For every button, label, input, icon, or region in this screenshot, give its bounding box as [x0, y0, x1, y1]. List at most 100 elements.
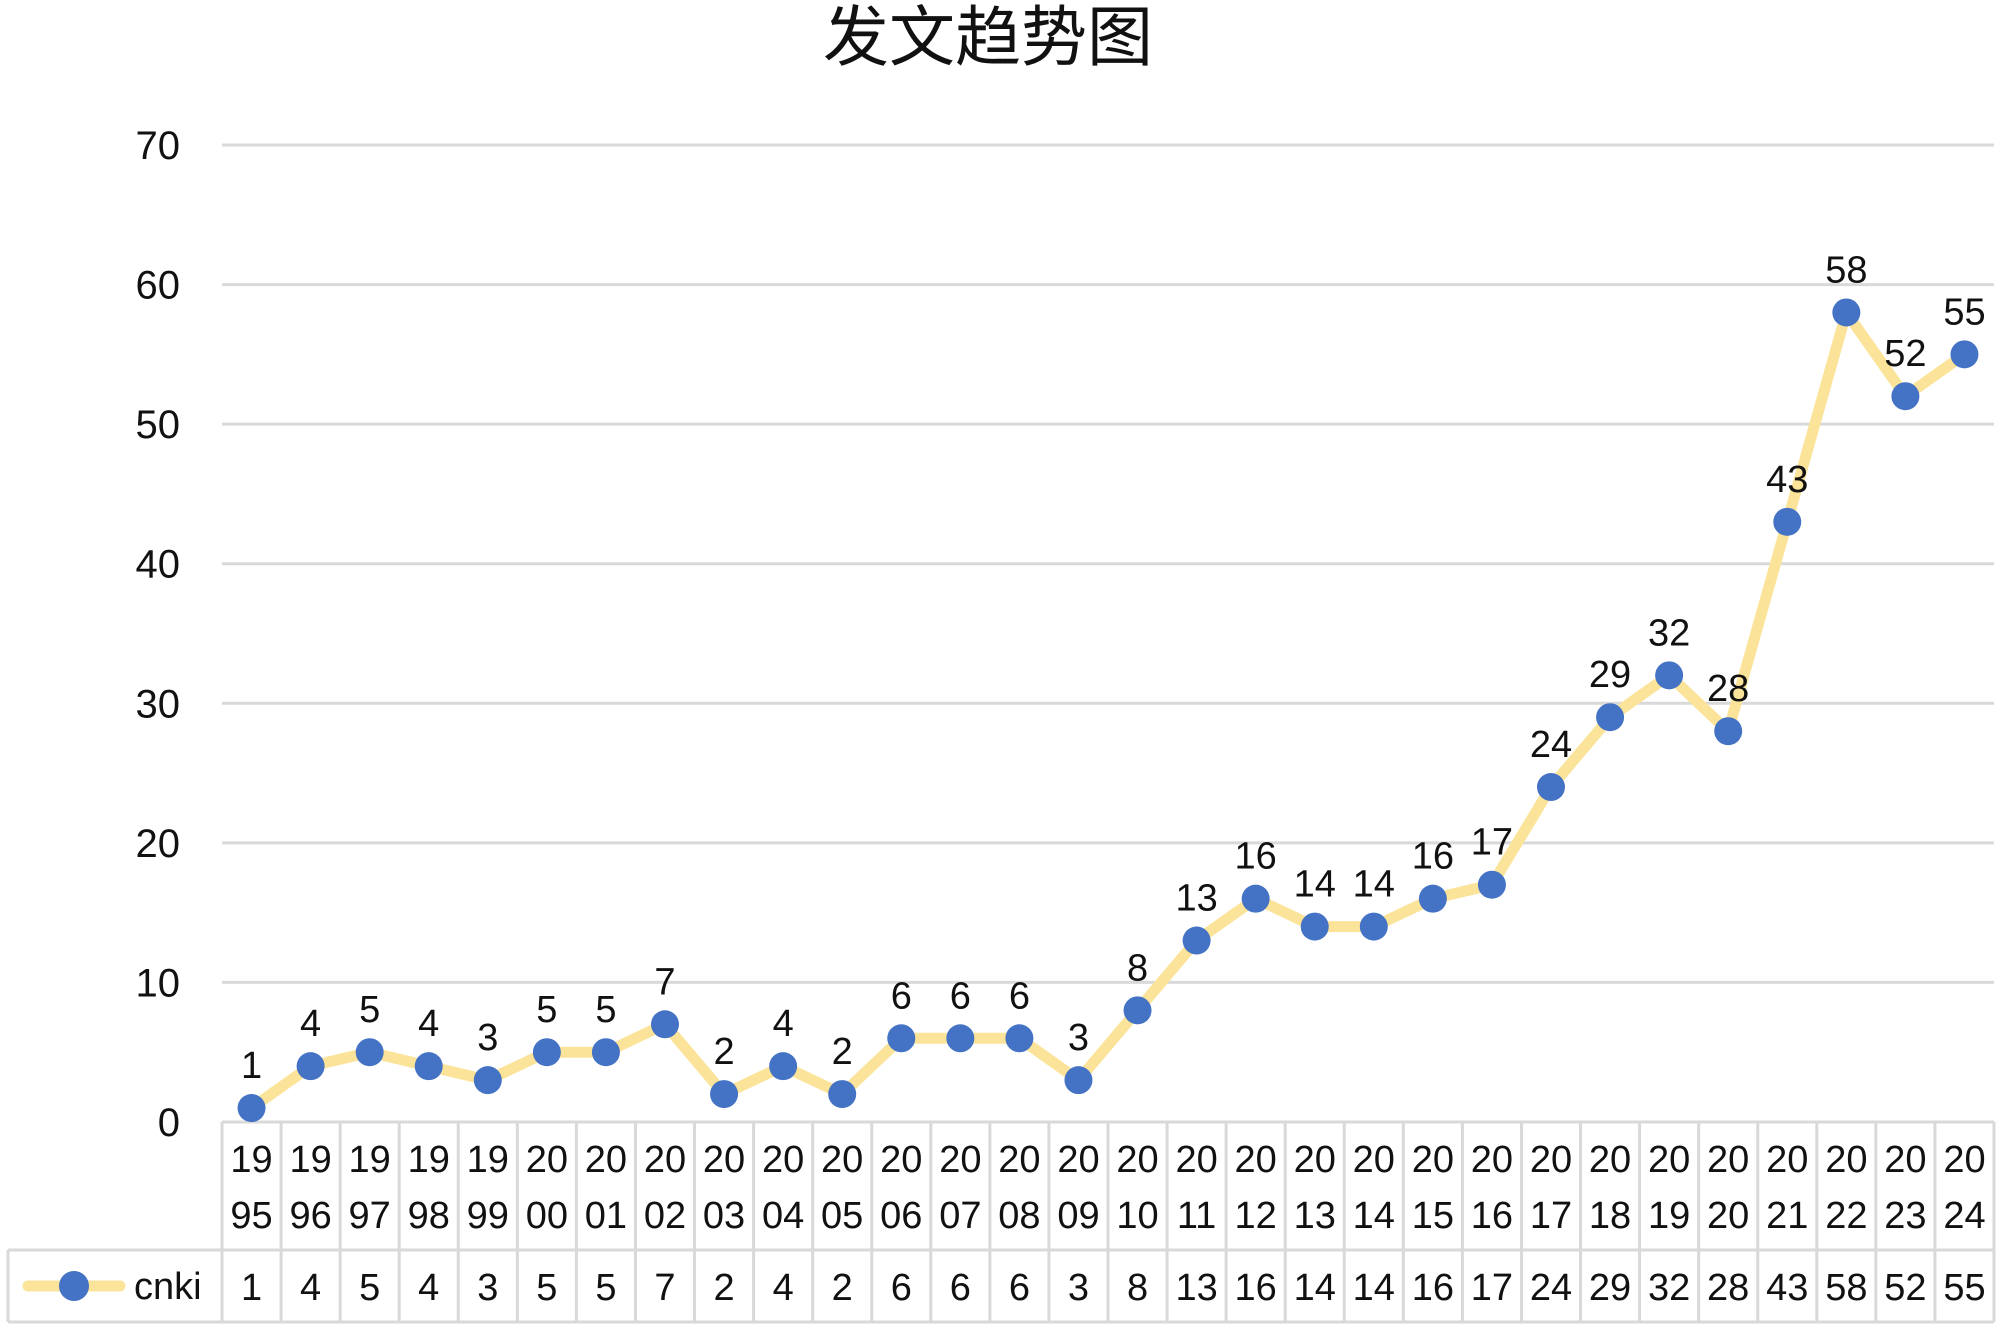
data-label: 6 [950, 975, 971, 1017]
x-tick-label: 20 19 [1648, 1139, 1690, 1237]
data-point [769, 1052, 798, 1081]
x-tick-label: 19 98 [408, 1139, 450, 1237]
data-point [1123, 996, 1152, 1025]
table-cell-value: 14 [1294, 1267, 1336, 1309]
table-cell-value: 1 [241, 1267, 262, 1309]
data-label: 5 [536, 989, 557, 1031]
data-point [710, 1080, 739, 1109]
data-label: 14 [1294, 864, 1336, 906]
table-cell-value: 4 [773, 1267, 794, 1309]
table-cell-value: 29 [1589, 1267, 1631, 1309]
x-tick-label: 20 01 [585, 1139, 627, 1237]
data-point [1773, 507, 1802, 536]
data-point [651, 1010, 679, 1039]
table-cell-value: 3 [477, 1267, 498, 1309]
x-tick-label: 20 08 [998, 1139, 1040, 1237]
table-cell-value: 32 [1648, 1267, 1690, 1309]
data-label: 3 [1068, 1017, 1089, 1059]
x-tick-label: 20 24 [1943, 1139, 1985, 1237]
table-cell-value: 6 [1009, 1267, 1030, 1309]
table-cell-value: 43 [1766, 1267, 1808, 1309]
x-tick-label: 20 13 [1294, 1139, 1336, 1237]
data-point [828, 1080, 857, 1109]
x-tick-label: 20 17 [1530, 1139, 1572, 1237]
table-cell-value: 6 [891, 1267, 912, 1309]
table-cell-value: 4 [300, 1267, 321, 1309]
data-point [532, 1038, 561, 1067]
table-cell-value: 58 [1825, 1267, 1867, 1309]
data-label: 28 [1707, 668, 1749, 710]
data-label: 5 [359, 989, 380, 1031]
data-point [1359, 912, 1388, 941]
data-point [355, 1038, 384, 1067]
data-point [1891, 382, 1920, 411]
legend-marker-swatch [59, 1271, 89, 1301]
data-label: 4 [300, 1003, 321, 1045]
x-tick-label: 20 14 [1353, 1139, 1395, 1237]
y-tick-label: 10 [136, 961, 181, 1005]
data-point [1005, 1024, 1034, 1053]
table-cell-value: 8 [1127, 1267, 1148, 1309]
data-label: 3 [477, 1017, 498, 1059]
y-tick-label: 20 [136, 822, 181, 866]
series-line-layer [246, 306, 1970, 1114]
x-tick-label: 20 05 [821, 1139, 863, 1237]
x-tick-label: 20 09 [1057, 1139, 1099, 1237]
gridlines [222, 143, 1994, 984]
data-label: 6 [1009, 975, 1030, 1017]
x-tick-label: 20 04 [762, 1139, 804, 1237]
data-point [887, 1024, 916, 1053]
series-line-cnki [246, 306, 1970, 1114]
data-label: 58 [1825, 249, 1867, 291]
data-point [1300, 912, 1329, 941]
data-label: 1 [241, 1045, 262, 1087]
x-tick-label: 19 97 [349, 1139, 391, 1237]
table-cell-value: 4 [418, 1267, 439, 1309]
y-tick-label: 40 [136, 543, 181, 587]
x-tick-label: 20 03 [703, 1139, 745, 1237]
data-label: 29 [1589, 654, 1631, 696]
table-cell-value: 28 [1707, 1267, 1749, 1309]
table-cell-value: 7 [654, 1267, 675, 1309]
x-tick-label: 20 02 [644, 1139, 686, 1237]
x-tick-label: 19 95 [230, 1139, 272, 1237]
data-label: 43 [1766, 459, 1808, 501]
data-label: 17 [1471, 822, 1513, 864]
data-label: 52 [1884, 333, 1926, 375]
data-label: 14 [1353, 864, 1395, 906]
x-tick-label: 19 96 [289, 1139, 331, 1237]
table-cell-value: 55 [1943, 1267, 1985, 1309]
data-label: 32 [1648, 612, 1690, 654]
data-label: 4 [773, 1003, 794, 1045]
x-tick-label: 20 15 [1412, 1139, 1454, 1237]
table-cell-value: 52 [1884, 1267, 1926, 1309]
data-point [946, 1024, 975, 1053]
y-tick-label: 30 [136, 682, 181, 726]
table-cell-value: 6 [950, 1267, 971, 1309]
table-cell-value: 13 [1175, 1267, 1217, 1309]
y-tick-label: 70 [136, 124, 181, 168]
data-point [1064, 1066, 1093, 1095]
data-label: 16 [1235, 836, 1277, 878]
legend-label: cnki [134, 1266, 202, 1308]
data-label: 4 [418, 1003, 439, 1045]
data-point [1418, 884, 1447, 913]
data-label: 24 [1530, 724, 1572, 766]
x-tick-label: 20 23 [1884, 1139, 1926, 1237]
x-tick-label: 20 10 [1116, 1139, 1158, 1237]
y-axis: 0 10 20 30 40 50 60 70 [136, 124, 181, 1145]
data-label: 5 [595, 989, 616, 1031]
data-point [237, 1094, 266, 1123]
data-point [1714, 717, 1743, 746]
table-cell-value: 2 [832, 1267, 853, 1309]
table-cell-value: 5 [536, 1267, 557, 1309]
data-point [1182, 926, 1211, 955]
table-cell-value: 14 [1353, 1267, 1395, 1309]
x-tick-label: 20 21 [1766, 1139, 1808, 1237]
x-tick-label: 20 22 [1825, 1139, 1867, 1237]
x-tick-label: 19 99 [467, 1139, 509, 1237]
data-point [1832, 298, 1861, 327]
table-cell-value: 16 [1235, 1267, 1277, 1309]
